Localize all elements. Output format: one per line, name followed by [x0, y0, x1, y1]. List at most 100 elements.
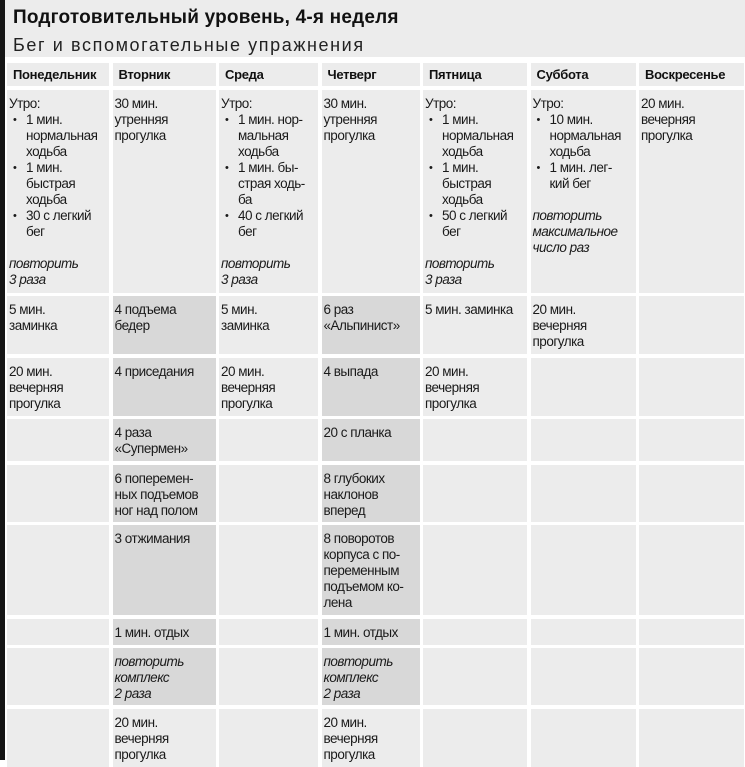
table-cell [639, 708, 744, 767]
cell-text: 8 поворотов корпуса с по- переменным под… [323, 531, 404, 610]
table-cell: 5 мин. заминка [219, 296, 318, 354]
column-header-day: Воскресенье [639, 63, 744, 86]
cell-text: 20 мин. вечерняя прогулка [9, 363, 64, 411]
table-cell: 1 мин. отдых [321, 618, 420, 645]
table-cell: 4 выпада [321, 357, 420, 416]
table-cell [423, 464, 527, 522]
cell-text: 20 мин. вечерняя прогулка [425, 363, 480, 411]
table-cell [423, 419, 527, 461]
table-cell: 20 мин. вечерняя прогулка [112, 708, 216, 767]
list-item: 1 мин. лег- кий бег [533, 160, 636, 192]
cell-text: 20 мин. вечерняя прогулка [641, 95, 696, 143]
cell-text: 20 мин. вечерняя прогулка [532, 302, 588, 349]
list-item: 50 с легкий бег [425, 208, 527, 240]
table-cell: 20 мин. вечерняя прогулка [530, 296, 636, 354]
list-item: 1 мин. нор- мальная ходьба [221, 112, 318, 160]
cell-text: 6 раз «Альпинист» [323, 302, 401, 333]
cell-text: 3 отжимания [114, 531, 191, 546]
table-cell [530, 525, 636, 615]
table-cell: 20 мин. вечерняя прогулка [639, 89, 744, 293]
table-cell: 5 мин. заминка [7, 296, 109, 354]
cell-text: 5 мин. заминка [221, 302, 270, 333]
list-item: 1 мин. бы- страя ходь- ба [221, 160, 318, 208]
cell-text: 20 мин. вечерняя прогулка [323, 714, 379, 762]
repeat-note: повторить 3 раза [221, 255, 291, 287]
column-header-day: Среда [219, 63, 318, 86]
cell-text: 1 мин. отдых [323, 624, 399, 640]
table-cell [7, 648, 109, 705]
list-item: 1 мин. нормальная ходьба [9, 112, 109, 160]
table-cell: Утро:10 мин. нормальная ходьба1 мин. лег… [530, 89, 636, 293]
table-cell [7, 464, 109, 522]
table-cell: 8 поворотов корпуса с по- переменным под… [321, 525, 420, 615]
table-cell: 4 подъема бедер [112, 296, 216, 354]
table-cell: Утро:1 мин. нор- мальная ходьба1 мин. бы… [219, 89, 318, 293]
column-header-day: Понедельник [7, 63, 109, 86]
cell-text: 4 приседания [114, 363, 195, 379]
cell-text: Утро: [221, 95, 253, 111]
table-cell [219, 525, 318, 615]
table-cell: 3 отжимания [112, 525, 216, 615]
table-cell [639, 296, 744, 354]
table-cell [423, 708, 527, 767]
cell-text: 20 с планка [323, 425, 392, 440]
page-subtitle: Бег и вспомогательные упражнения [13, 35, 365, 55]
list-item: 1 мин. быстрая ходьба [9, 160, 109, 208]
table-cell: 1 мин. отдых [112, 618, 216, 645]
table-cell [639, 648, 744, 705]
table-cell [219, 618, 318, 645]
schedule-table: Понедельник Вторник Среда Четверг Пятница Суб… [7, 63, 745, 767]
table-cell: 6 поперемен- ных подъемов ног над полом [112, 464, 216, 522]
table-cell [639, 419, 744, 461]
cell-text: Утро: [425, 95, 457, 111]
table-cell: повторить комплекс 2 раза [112, 648, 216, 705]
cell-text: Утро: [532, 95, 565, 111]
table-cell: Утро:1 мин. нормальная ходьба1 мин. быст… [423, 89, 527, 293]
column-header-day: Пятница [423, 63, 527, 86]
table-cell [530, 419, 636, 461]
cell-text: 4 выпада [323, 363, 379, 379]
table-cell [423, 648, 527, 705]
cell-text: 30 мин. утренняя прогулка [114, 95, 169, 143]
cell-text: 1 мин. отдых [114, 624, 190, 640]
page-title: Подготовительный уровень, 4-я неделя [13, 7, 399, 28]
cell-text: 4 раза «Супермен» [114, 425, 189, 456]
table-cell: Утро:1 мин. нормальная ходьба1 мин. быст… [7, 89, 109, 293]
list-item: 1 мин. нормальная ходьба [425, 112, 527, 160]
left-accent-bar [0, 0, 5, 760]
table-cell [7, 525, 109, 615]
cell-text: 8 глубоких наклонов вперед [323, 470, 386, 518]
cell-text: 4 подъема бедер [114, 302, 177, 333]
column-header-day: Вторник [112, 63, 216, 86]
table-cell: 5 мин. заминка [423, 296, 527, 354]
page-header: Подготовительный уровень, 4-я неделя Бег… [5, 0, 745, 57]
list-item: 1 мин. быстрая ходьба [425, 160, 527, 208]
cell-text: Утро: [9, 95, 41, 111]
table-cell [639, 464, 744, 522]
table-cell [219, 648, 318, 705]
table-cell: 20 мин. вечерняя прогулка [219, 357, 318, 416]
list-item: 30 с легкий бег [9, 208, 109, 240]
table-cell [423, 525, 527, 615]
table-cell: 4 раза «Супермен» [112, 419, 216, 461]
table-cell [639, 357, 744, 416]
table-cell: 8 глубоких наклонов вперед [321, 464, 420, 522]
repeat-note: повторить комплекс 2 раза [114, 654, 185, 701]
table-cell [530, 464, 636, 522]
table-cell [639, 525, 744, 615]
table-cell [530, 648, 636, 705]
cell-text: 5 мин. заминка [425, 302, 513, 317]
cell-text: 20 мин. вечерняя прогулка [114, 714, 170, 762]
table-cell: повторить комплекс 2 раза [321, 648, 420, 705]
table-cell: 30 мин. утренняя прогулка [112, 89, 216, 293]
table-cell [219, 464, 318, 522]
cell-text: 6 поперемен- ных подъемов ног над полом [114, 470, 199, 518]
list-item: 10 мин. нормальная ходьба [533, 112, 636, 160]
cell-text: 20 мин. вечерняя прогулка [221, 363, 276, 411]
table-cell: 6 раз «Альпинист» [321, 296, 420, 354]
table-cell [423, 618, 527, 645]
table-cell: 20 мин. вечерняя прогулка [7, 357, 109, 416]
table-cell: 30 мин. утренняя прогулка [321, 89, 420, 293]
table-cell: 20 с планка [321, 419, 420, 461]
repeat-note: повторить максимальное число раз [532, 207, 619, 255]
